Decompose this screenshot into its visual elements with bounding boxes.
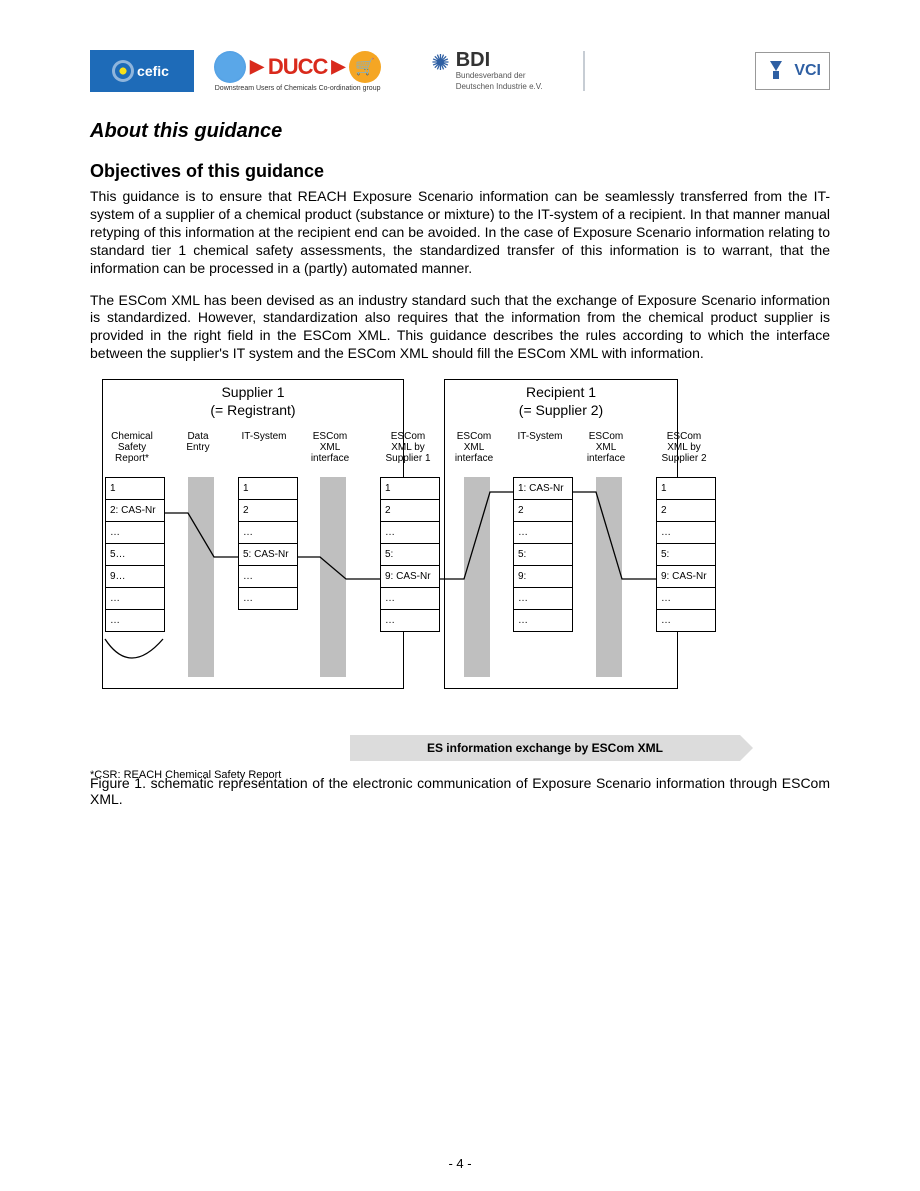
vci-label: VCI — [794, 62, 821, 80]
cell: 5: — [514, 544, 572, 566]
bdi-sub2: Deutschen Industrie e.V. — [456, 83, 543, 92]
vci-logo: VCI — [755, 52, 830, 90]
exchange-arrow: ES information exchange by ESCom XML — [350, 735, 740, 761]
cell: … — [657, 522, 715, 544]
cells-data-entry: 12…5: CAS-Nr…… — [238, 477, 298, 610]
cell: 1 — [239, 478, 297, 500]
cell: … — [239, 566, 297, 588]
cell: 1 — [106, 478, 164, 500]
cells-escom-supplier1: 12…5:9: CAS-Nr…… — [380, 477, 440, 632]
cell: 5… — [106, 544, 164, 566]
cell: 2 — [381, 500, 439, 522]
arrow-right-icon: ▶ — [250, 56, 264, 77]
cell: 9: CAS-Nr — [657, 566, 715, 588]
cell: … — [514, 610, 572, 632]
cell: 2 — [514, 500, 572, 522]
cell: 1: CAS-Nr — [514, 478, 572, 500]
globe-icon — [214, 51, 246, 83]
arrow-right-icon: ▶ — [331, 56, 345, 77]
cell: 5: CAS-Nr — [239, 544, 297, 566]
bdi-text-block: BDI Bundesverband der Deutschen Industri… — [456, 50, 543, 92]
cefic-logo: cefic — [90, 50, 194, 92]
bdi-gear-icon: ✺ — [431, 50, 449, 76]
page: cefic ▶ DUCC ▶ 🛒 Downstream Users of Che… — [0, 0, 920, 1191]
csr-footnote: *CSR: REACH Chemical Safety Report — [90, 769, 281, 781]
ducc-subtitle: Downstream Users of Chemicals Co-ordinat… — [215, 85, 381, 92]
cells-escom-supplier2: 12…5:9: CAS-Nr…… — [656, 477, 716, 632]
footer-row: *CSR: REACH Chemical Safety Report ES in… — [90, 735, 830, 765]
cell: 9… — [106, 566, 164, 588]
flask-icon — [764, 59, 788, 83]
separator — [583, 51, 585, 91]
page-number: - 4 - — [0, 1156, 920, 1171]
cell: 5: — [381, 544, 439, 566]
paragraph-2: The ESCom XML has been devised as an ind… — [90, 292, 830, 364]
cell: 5: — [657, 544, 715, 566]
bdi-label: BDI — [456, 50, 543, 70]
cell: … — [514, 522, 572, 544]
cell: … — [106, 610, 164, 632]
cell: … — [239, 588, 297, 610]
diagram: Supplier 1 (= Registrant) Recipient 1 (=… — [90, 379, 776, 719]
cell: … — [381, 588, 439, 610]
cell: 9: — [514, 566, 572, 588]
bdi-logo: ✺ BDI Bundesverband der Deutschen Indust… — [431, 50, 542, 92]
cell: … — [657, 610, 715, 632]
ducc-label: DUCC — [268, 54, 328, 80]
cell: 9: CAS-Nr — [381, 566, 439, 588]
cell: 2 — [657, 500, 715, 522]
cell: … — [381, 610, 439, 632]
cell: … — [239, 522, 297, 544]
logo-row: cefic ▶ DUCC ▶ 🛒 Downstream Users of Che… — [90, 50, 830, 92]
cells-csr: 12: CAS-Nr…5…9……… — [105, 477, 165, 632]
cefic-label: cefic — [137, 63, 169, 79]
cell: 2 — [239, 500, 297, 522]
cell: … — [106, 522, 164, 544]
cell: … — [657, 588, 715, 610]
cell: … — [106, 588, 164, 610]
exchange-label: ES information exchange by ESCom XML — [427, 741, 663, 755]
cell: 1 — [381, 478, 439, 500]
bdi-sub1: Bundesverband der — [456, 72, 543, 81]
paragraph-1: This guidance is to ensure that REACH Ex… — [90, 188, 830, 278]
ducc-logo: ▶ DUCC ▶ 🛒 Downstream Users of Chemicals… — [214, 51, 381, 92]
cefic-flower-icon — [115, 63, 131, 79]
ducc-logo-top: ▶ DUCC ▶ 🛒 — [214, 51, 381, 83]
heading-objectives: Objectives of this guidance — [90, 161, 830, 182]
cell: … — [381, 522, 439, 544]
cell: 2: CAS-Nr — [106, 500, 164, 522]
cell: … — [514, 588, 572, 610]
cell: 1 — [657, 478, 715, 500]
cart-icon: 🛒 — [349, 51, 381, 83]
heading-about: About this guidance — [90, 120, 830, 143]
cells-recipient-it: 1: CAS-Nr2…5:9:…… — [513, 477, 573, 632]
